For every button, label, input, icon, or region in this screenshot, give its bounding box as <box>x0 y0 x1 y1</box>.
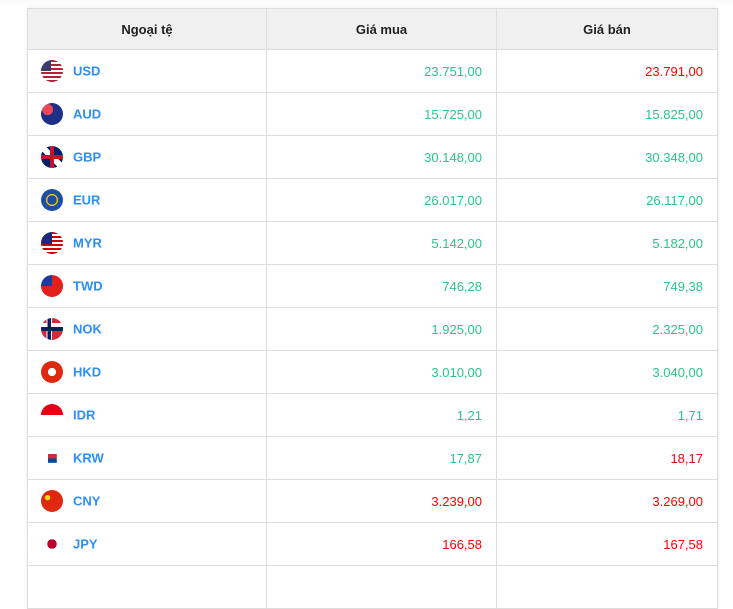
table-row: AUD 15.725,00 15.825,00 <box>27 92 718 136</box>
table-row: MYR 5.142,00 5.182,00 <box>27 221 718 265</box>
buy-price: 15.725,00 <box>266 92 497 136</box>
table-row: EUR 26.017,00 26.117,00 <box>27 178 718 222</box>
sell-price: 15.825,00 <box>496 92 718 136</box>
table-header: Ngoại tệ Giá mua Giá bán <box>27 8 718 50</box>
currency-code[interactable]: EUR <box>73 192 101 208</box>
table-row: IDR 1,21 1,71 <box>27 393 718 437</box>
header-buy: Giá mua <box>266 8 497 50</box>
currency-cell: IDR <box>27 393 267 437</box>
gb-flag-icon <box>41 146 63 168</box>
currency-code[interactable]: AUD <box>73 106 102 122</box>
currency-cell: TWD <box>27 264 267 308</box>
table-row: USD 23.751,00 23.791,00 <box>27 49 718 93</box>
au-flag-icon <box>41 103 63 125</box>
id-flag-icon <box>41 404 63 426</box>
table-row: GBP 30.148,00 30.348,00 <box>27 135 718 179</box>
currency-cell: GBP <box>27 135 267 179</box>
currency-code[interactable]: JPY <box>73 536 98 552</box>
sell-price: 30.348,00 <box>496 135 718 179</box>
currency-code[interactable]: HKD <box>73 364 102 380</box>
currency-cell: NOK <box>27 307 267 351</box>
sell-price: 167,58 <box>496 522 718 566</box>
header-sell: Giá bán <box>496 8 718 50</box>
buy-price: 3.239,00 <box>266 479 497 523</box>
table-row: HKD 3.010,00 3.040,00 <box>27 350 718 394</box>
table-row <box>27 565 718 609</box>
sell-price: 2.325,00 <box>496 307 718 351</box>
buy-price: 166,58 <box>266 522 497 566</box>
buy-price: 26.017,00 <box>266 178 497 222</box>
sell-price: 3.269,00 <box>496 479 718 523</box>
table-row: JPY 166,58 167,58 <box>27 522 718 566</box>
buy-price: 23.751,00 <box>266 49 497 93</box>
currency-cell: CNY <box>27 479 267 523</box>
buy-price: 1,21 <box>266 393 497 437</box>
currency-cell: JPY <box>27 522 267 566</box>
table-row: TWD 746,28 749,38 <box>27 264 718 308</box>
sell-price: 1,71 <box>496 393 718 437</box>
sell-price: 23.791,00 <box>496 49 718 93</box>
eu-flag-icon <box>41 189 63 211</box>
currency-cell: MYR <box>27 221 267 265</box>
currency-code[interactable]: IDR <box>73 407 96 423</box>
currency-cell: USD <box>27 49 267 93</box>
tw-flag-icon <box>41 275 63 297</box>
currency-cell: HKD <box>27 350 267 394</box>
currency-code[interactable]: CNY <box>73 493 101 509</box>
buy-price: 17,87 <box>266 436 497 480</box>
sell-price: 26.117,00 <box>496 178 718 222</box>
currency-code[interactable]: USD <box>73 63 101 79</box>
cn-flag-icon <box>41 490 63 512</box>
currency-code[interactable]: KRW <box>73 450 104 466</box>
no-flag-icon <box>41 318 63 340</box>
buy-price: 3.010,00 <box>266 350 497 394</box>
buy-price: 30.148,00 <box>266 135 497 179</box>
table-row: NOK 1.925,00 2.325,00 <box>27 307 718 351</box>
us-flag-icon <box>41 60 63 82</box>
jp-flag-icon <box>41 533 63 555</box>
currency-code[interactable]: MYR <box>73 235 102 251</box>
exchange-rate-table: Ngoại tệ Giá mua Giá bán USD 23.751,00 2… <box>27 8 718 609</box>
sell-price: 5.182,00 <box>496 221 718 265</box>
table-row: KRW 17,87 18,17 <box>27 436 718 480</box>
hk-flag-icon <box>41 361 63 383</box>
currency-cell: KRW <box>27 436 267 480</box>
currency-cell: EUR <box>27 178 267 222</box>
currency-code[interactable]: NOK <box>73 321 102 337</box>
buy-price: 5.142,00 <box>266 221 497 265</box>
kr-flag-icon <box>41 447 63 469</box>
sell-price: 18,17 <box>496 436 718 480</box>
my-flag-icon <box>41 232 63 254</box>
buy-price <box>266 565 497 609</box>
buy-price: 1.925,00 <box>266 307 497 351</box>
currency-cell: AUD <box>27 92 267 136</box>
header-currency: Ngoại tệ <box>27 8 267 50</box>
currency-code[interactable]: TWD <box>73 278 103 294</box>
sell-price: 749,38 <box>496 264 718 308</box>
sell-price <box>496 565 718 609</box>
buy-price: 746,28 <box>266 264 497 308</box>
currency-cell <box>27 565 267 609</box>
sell-price: 3.040,00 <box>496 350 718 394</box>
table-row: CNY 3.239,00 3.269,00 <box>27 479 718 523</box>
currency-code[interactable]: GBP <box>73 149 102 165</box>
